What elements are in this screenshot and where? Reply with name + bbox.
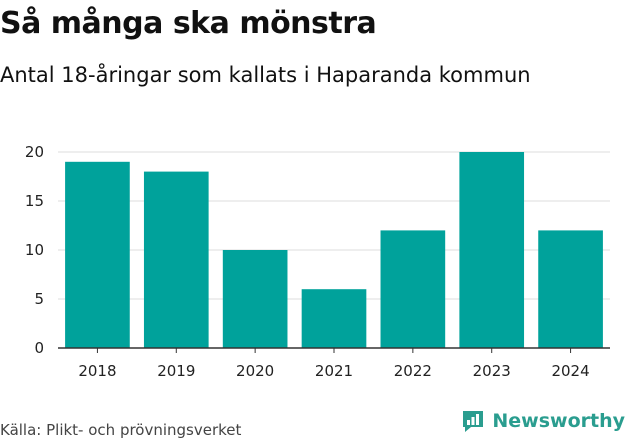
axes: 0 5 10 15 20 2018 2019 2020 2021 2022 2023 2024 [25, 143, 610, 380]
bar-2023 [459, 152, 525, 348]
x-tick-label: 2022 [394, 362, 432, 380]
y-tick-label: 10 [25, 241, 44, 259]
brand-logo: Newsworthy [460, 408, 625, 434]
y-tick-label: 20 [25, 143, 44, 161]
x-tick-label: 2023 [473, 362, 511, 380]
bar-2018 [65, 161, 130, 348]
bar-2019 [143, 171, 209, 348]
source-note: Källa: Plikt- och prövningsverket [0, 421, 242, 439]
chart-title: Så många ska mönstra [0, 6, 377, 41]
bar-2021 [301, 289, 367, 348]
bars [65, 152, 603, 348]
x-tick-label: 2020 [236, 362, 274, 380]
y-tick-label: 15 [25, 192, 44, 210]
y-tick-label: 5 [34, 290, 44, 308]
y-tick-label: 0 [34, 339, 44, 357]
bar-2022 [380, 230, 446, 348]
gridlines [58, 151, 610, 300]
x-tick-label: 2019 [157, 362, 195, 380]
bar-2020 [222, 250, 288, 348]
newsworthy-icon [463, 411, 484, 432]
x-tick-label: 2021 [315, 362, 353, 380]
bar-chart: 0 5 10 15 20 2018 2019 2020 2021 2022 2023 2024 [25, 143, 610, 380]
chart-subtitle: Antal 18-åringar som kallats i Haparanda… [0, 63, 531, 87]
bar-2024 [538, 230, 603, 348]
x-tick-label: 2018 [78, 362, 116, 380]
brand-name: Newsworthy [492, 410, 625, 432]
x-tick-label: 2024 [551, 362, 589, 380]
